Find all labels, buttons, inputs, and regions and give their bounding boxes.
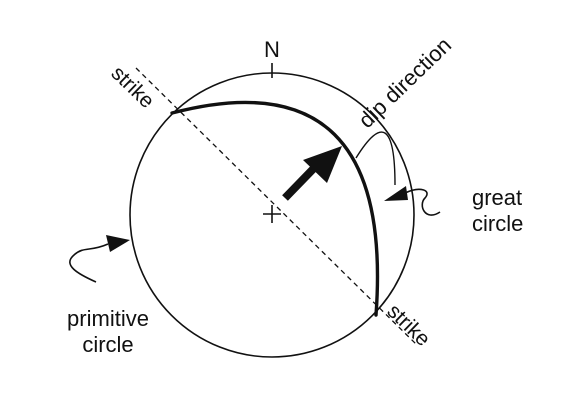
primitive-circle-label-line2: circle bbox=[82, 332, 133, 357]
north-label: N bbox=[264, 37, 280, 62]
dip-direction-guide-arc bbox=[355, 131, 396, 186]
strike-label-upper: strike bbox=[106, 62, 158, 113]
strike-line bbox=[135, 67, 419, 347]
dip-direction-label: dip direction bbox=[353, 32, 456, 132]
great-circle-pointer-icon bbox=[384, 186, 441, 216]
dip-direction-arrow-icon bbox=[282, 146, 342, 201]
primitive-circle-pointer-icon bbox=[69, 235, 130, 283]
great-circle-label-line1: great bbox=[472, 185, 522, 210]
strike-label-lower: strike bbox=[382, 300, 434, 351]
primitive-circle-label-line1: primitive bbox=[67, 306, 149, 331]
great-circle-arc bbox=[170, 100, 380, 317]
great-circle-label-line2: circle bbox=[472, 211, 523, 236]
